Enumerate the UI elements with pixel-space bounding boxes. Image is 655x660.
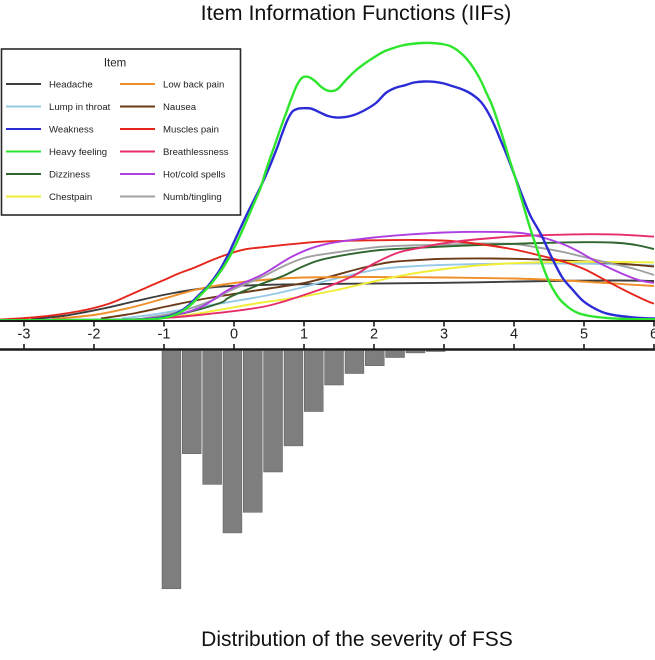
svg-text:Lump in throat: Lump in throat bbox=[49, 102, 111, 113]
svg-text:1: 1 bbox=[300, 327, 308, 343]
svg-text:Weakness: Weakness bbox=[49, 125, 94, 136]
svg-text:Dizziness: Dizziness bbox=[49, 170, 90, 181]
svg-text:Item Information Functions (II: Item Information Functions (IIFs) bbox=[201, 1, 512, 25]
svg-text:Numb/tingling: Numb/tingling bbox=[163, 192, 222, 203]
svg-text:Breathlessness: Breathlessness bbox=[163, 147, 229, 158]
svg-text:6: 6 bbox=[650, 327, 655, 343]
svg-text:3: 3 bbox=[440, 327, 448, 343]
svg-text:-2: -2 bbox=[88, 327, 101, 343]
svg-text:0: 0 bbox=[230, 327, 238, 343]
svg-text:Item: Item bbox=[104, 58, 126, 70]
svg-text:Hot/cold spells: Hot/cold spells bbox=[163, 170, 226, 181]
svg-text:Muscles pain: Muscles pain bbox=[163, 125, 219, 136]
svg-text:Headache: Headache bbox=[49, 80, 93, 91]
svg-text:Heavy feeling: Heavy feeling bbox=[49, 147, 107, 158]
svg-text:Chestpain: Chestpain bbox=[49, 192, 92, 203]
svg-text:Distribution of the severity o: Distribution of the severity of FSS bbox=[201, 628, 513, 651]
svg-text:4: 4 bbox=[510, 327, 518, 343]
svg-text:-1: -1 bbox=[158, 327, 171, 343]
svg-text:5: 5 bbox=[580, 327, 588, 343]
svg-text:Low back pain: Low back pain bbox=[163, 80, 224, 91]
svg-text:2: 2 bbox=[370, 327, 378, 343]
svg-text:-3: -3 bbox=[18, 327, 31, 343]
svg-text:Nausea: Nausea bbox=[163, 102, 197, 113]
